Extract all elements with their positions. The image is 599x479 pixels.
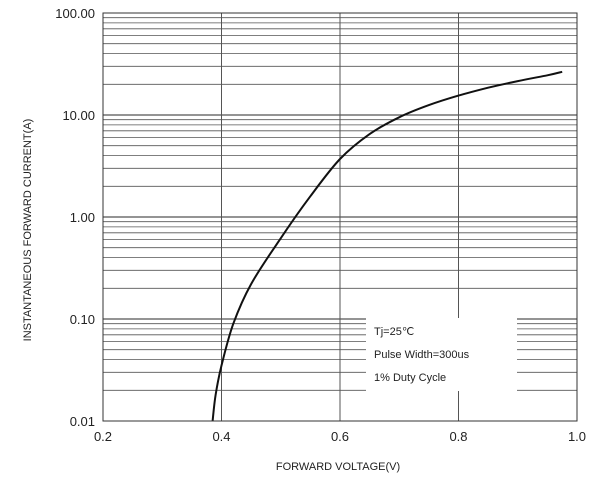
annotation-text: Pulse Width=300us: [374, 349, 470, 361]
annotations: Tj=25℃ Pulse Width=300us 1% Duty Cycle: [374, 326, 470, 384]
x-tick-label: 1.0: [568, 429, 586, 444]
y-tick-label: 1.00: [70, 210, 95, 225]
annotation-text: 1% Duty Cycle: [374, 372, 446, 384]
y-tick-label: 0.01: [70, 414, 95, 429]
y-tick-label: 100.00: [55, 6, 95, 21]
series-layer: [211, 70, 563, 422]
x-tick-label: 0.4: [212, 429, 230, 444]
x-tick-labels: 0.2 0.4 0.6 0.8 1.0: [94, 429, 586, 444]
x-tick-label: 0.8: [449, 429, 467, 444]
y-axis-label: INSTANTANEOUS FORWARD CURRENT(A): [22, 119, 34, 342]
annotation-text: Tj=25℃: [374, 326, 414, 338]
plot-frame: [102, 12, 578, 422]
grid-lines: [103, 13, 577, 421]
y-tick-label: 10.00: [62, 108, 95, 123]
annotation-box: [366, 318, 517, 391]
x-axis-label: FORWARD VOLTAGE(V): [276, 461, 400, 473]
y-tick-labels: 0.01 0.10 1.00 10.00 100.00: [55, 6, 95, 429]
y-tick-label: 0.10: [70, 312, 95, 327]
series-line: [211, 70, 563, 422]
x-tick-label: 0.6: [331, 429, 349, 444]
x-tick-label: 0.2: [94, 429, 112, 444]
